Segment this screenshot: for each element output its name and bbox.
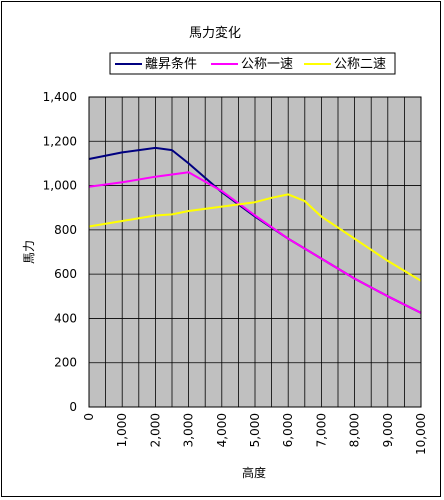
x-tick-label: 10,000 xyxy=(414,413,428,455)
x-tick-label: 6,000 xyxy=(281,413,295,447)
legend-label-3: 公称二速 xyxy=(334,57,386,72)
y-tick-label: 800 xyxy=(54,223,77,237)
chart-title: 馬力変化 xyxy=(189,25,241,41)
y-tick-label: 200 xyxy=(54,356,77,370)
x-tick-label: 7,000 xyxy=(314,413,328,447)
x-tick-label: 8,000 xyxy=(348,413,362,447)
gridlines xyxy=(89,97,421,407)
x-tick-label: 9,000 xyxy=(381,413,395,447)
y-tick-label: 1,000 xyxy=(43,179,77,193)
y-tick-label: 1,400 xyxy=(43,90,77,104)
x-tick-label: 5,000 xyxy=(248,413,262,447)
y-tick-label: 0 xyxy=(69,400,77,414)
legend: 離昇条件 公称一速 公称二速 xyxy=(110,53,395,74)
x-tick-label: 4,000 xyxy=(215,413,229,447)
legend-label-2: 公称一速 xyxy=(241,57,293,72)
y-tick-label: 600 xyxy=(54,267,77,281)
x-tick-label: 2,000 xyxy=(148,413,162,447)
y-tick-label: 400 xyxy=(54,311,77,325)
x-tick-label: 3,000 xyxy=(182,413,196,447)
y-axis-label: 馬力 xyxy=(22,240,36,264)
x-tick-label: 0 xyxy=(82,413,96,421)
x-axis-tick-labels: 0 1,000 2,000 3,000 4,000 5,000 6,000 7,000 8,00… xyxy=(82,413,428,455)
legend-label-1: 離昇条件 xyxy=(145,56,197,72)
y-axis-tick-labels: 0 200 400 600 800 1,000 1,200 1,400 xyxy=(43,90,77,414)
plot-area xyxy=(89,97,421,407)
x-tick-label: 1,000 xyxy=(115,413,129,447)
y-tick-label: 1,200 xyxy=(43,134,77,148)
x-axis-label: 高度 xyxy=(242,465,266,480)
